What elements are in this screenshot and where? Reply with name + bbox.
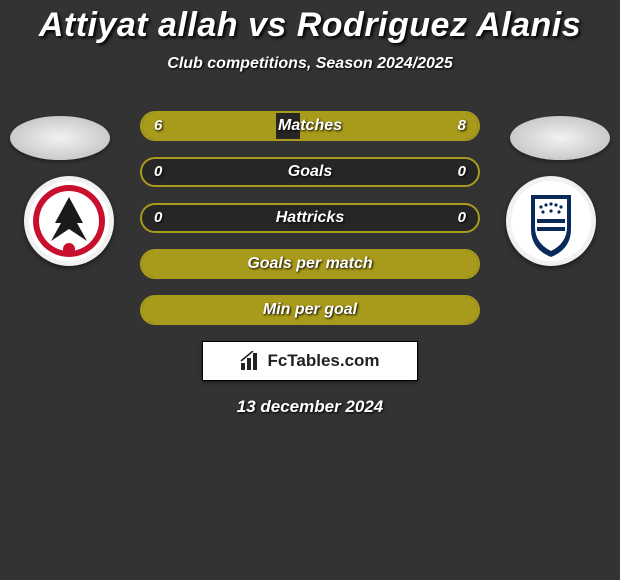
stat-fill-right	[300, 113, 478, 139]
date-label: 13 december 2024	[0, 397, 620, 417]
club-right-badge	[506, 176, 596, 266]
pachuca-icon	[509, 179, 593, 263]
stat-fill-left	[142, 251, 478, 277]
stat-fill-left	[142, 297, 478, 323]
player-left-photo	[10, 116, 110, 160]
watermark-label: FcTables.com	[240, 351, 379, 371]
page-title: Attiyat allah vs Rodriguez Alanis	[0, 0, 620, 45]
stat-row: Min per goal	[140, 295, 480, 325]
stats-bars: Matches68Goals00Hattricks00Goals per mat…	[140, 111, 480, 325]
stat-row: Hattricks0 0	[140, 203, 480, 233]
stat-value-left: 0	[154, 159, 162, 185]
stat-label: Hattricks	[142, 205, 478, 231]
stat-value-left: 0	[154, 205, 162, 231]
stat-row: Goals0 0	[140, 157, 480, 187]
watermark-text: FcTables.com	[267, 351, 379, 371]
stat-row: Goals per match	[140, 249, 480, 279]
al-ahly-icon	[27, 179, 111, 263]
bars-icon	[240, 351, 262, 371]
stat-row: Matches68	[140, 111, 480, 141]
watermark-box: FcTables.com	[202, 341, 418, 381]
stat-value-right: 0	[458, 159, 466, 185]
player-right-photo	[510, 116, 610, 160]
stat-label: Goals	[142, 159, 478, 185]
club-left-badge	[24, 176, 114, 266]
stat-fill-left	[142, 113, 276, 139]
stat-value-right: 0	[458, 205, 466, 231]
page-subtitle: Club competitions, Season 2024/2025	[0, 55, 620, 73]
